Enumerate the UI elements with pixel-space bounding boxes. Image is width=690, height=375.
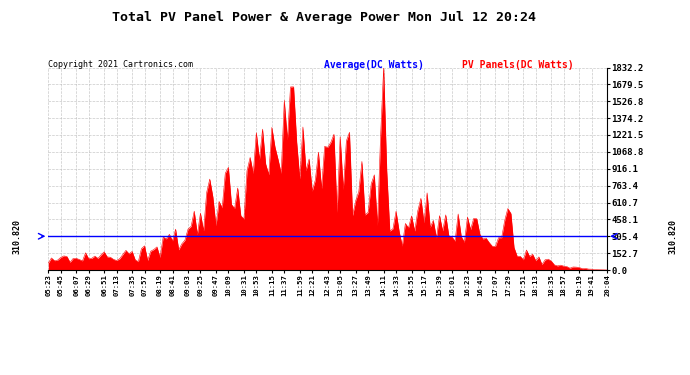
Text: PV Panels(DC Watts): PV Panels(DC Watts): [462, 60, 574, 70]
Text: Copyright 2021 Cartronics.com: Copyright 2021 Cartronics.com: [48, 60, 193, 69]
Text: 310.820: 310.820: [12, 219, 22, 254]
Text: 310.820: 310.820: [668, 219, 678, 254]
Text: Average(DC Watts): Average(DC Watts): [324, 60, 424, 70]
Text: Total PV Panel Power & Average Power Mon Jul 12 20:24: Total PV Panel Power & Average Power Mon…: [112, 11, 536, 24]
